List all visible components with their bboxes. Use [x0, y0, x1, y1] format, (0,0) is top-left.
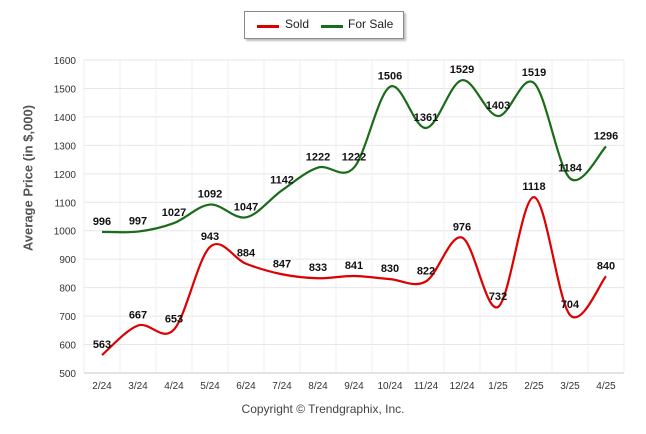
data-label-for-sale: 1027 [162, 207, 186, 219]
y-tick-label: 1000 [54, 227, 77, 238]
y-tick-label: 600 [59, 341, 76, 352]
data-labels: 563 667 653 943 884 847 833 841 830 822 976 732 1118… [93, 64, 618, 351]
y-tick-label: 700 [59, 312, 76, 323]
y-tick-labels: 500 600 700 800 900 1000 1100 1200 1300 1400 1500 1… [54, 56, 77, 380]
data-label-for-sale: 1403 [486, 100, 510, 112]
x-tick-label: 1/25 [488, 381, 508, 392]
y-tick-label: 1100 [54, 198, 76, 209]
legend-sold-swatch [257, 25, 279, 28]
x-tick-label: 12/24 [449, 381, 474, 392]
data-label-for-sale: 1519 [522, 67, 546, 79]
data-label-for-sale: 1092 [198, 189, 222, 201]
data-label-sold: 653 [165, 313, 183, 325]
copyright: Copyright © Trendgraphix, Inc. [241, 402, 405, 416]
y-tick-label: 1500 [54, 84, 77, 95]
x-tick-labels: 2/24 3/24 4/24 5/24 6/24 7/24 8/24 9/24 10/24 11/… [92, 381, 616, 392]
x-tick-label: 2/25 [524, 381, 544, 392]
data-label-for-sale: 1361 [414, 112, 438, 124]
x-tick-label: 5/24 [200, 381, 220, 392]
x-tick-label: 2/24 [92, 381, 112, 392]
data-label-for-sale: 997 [129, 216, 147, 228]
data-label-sold: 884 [237, 248, 256, 260]
data-label-for-sale: 1047 [234, 201, 258, 213]
data-label-for-sale: 1529 [450, 64, 474, 76]
legend-for-sale-label: For Sale [348, 17, 394, 31]
data-label-for-sale: 996 [93, 216, 111, 228]
x-tick-label: 7/24 [272, 381, 292, 392]
y-tick-label: 1300 [54, 141, 77, 152]
x-tick-label: 6/24 [236, 381, 256, 392]
data-label-for-sale: 1142 [270, 174, 294, 186]
y-tick-label: 1400 [54, 113, 77, 124]
series-line-for-sale [101, 79, 607, 234]
x-tick-label: 9/24 [344, 381, 364, 392]
x-tick-label: 8/24 [308, 381, 328, 392]
x-tick-label: 3/24 [128, 381, 148, 392]
grid-lines [83, 59, 625, 374]
y-tick-label: 1200 [54, 170, 77, 181]
y-tick-label: 1600 [54, 56, 77, 67]
data-label-for-sale: 1296 [594, 131, 618, 143]
series-lines [101, 79, 607, 356]
y-tick-label: 900 [59, 255, 76, 266]
data-label-sold: 847 [273, 258, 291, 270]
series-line-sold [101, 196, 607, 356]
data-label-for-sale: 1222 [342, 152, 366, 164]
x-tick-label: 10/24 [377, 381, 402, 392]
y-tick-label: 800 [59, 284, 76, 295]
x-tick-label: 4/24 [164, 381, 184, 392]
data-label-sold: 704 [561, 299, 580, 311]
data-label-for-sale: 1506 [378, 71, 402, 83]
data-label-sold: 830 [381, 263, 399, 275]
data-label-sold: 841 [345, 260, 363, 272]
x-tick-label: 11/24 [414, 381, 439, 392]
y-tick-label: 500 [59, 369, 76, 380]
data-label-sold: 563 [93, 339, 111, 351]
data-label-sold: 833 [309, 262, 327, 274]
data-label-for-sale: 1222 [306, 152, 330, 164]
data-label-for-sale: 1184 [558, 162, 583, 174]
legend-for-sale-swatch [321, 25, 343, 28]
data-label-sold: 840 [597, 260, 615, 272]
y-axis-label: Average Price (in $,000) [20, 104, 36, 252]
data-label-sold: 822 [417, 265, 435, 277]
x-tick-label: 3/25 [560, 381, 580, 392]
data-label-sold: 1118 [522, 181, 545, 193]
x-tick-label: 4/25 [596, 381, 616, 392]
data-label-sold: 976 [453, 222, 471, 234]
data-label-sold: 943 [201, 231, 219, 243]
legend-sold-label: Sold [285, 17, 310, 31]
legend: Sold For Sale [244, 11, 404, 39]
data-label-sold: 667 [129, 309, 147, 321]
data-label-sold: 732 [489, 291, 507, 303]
